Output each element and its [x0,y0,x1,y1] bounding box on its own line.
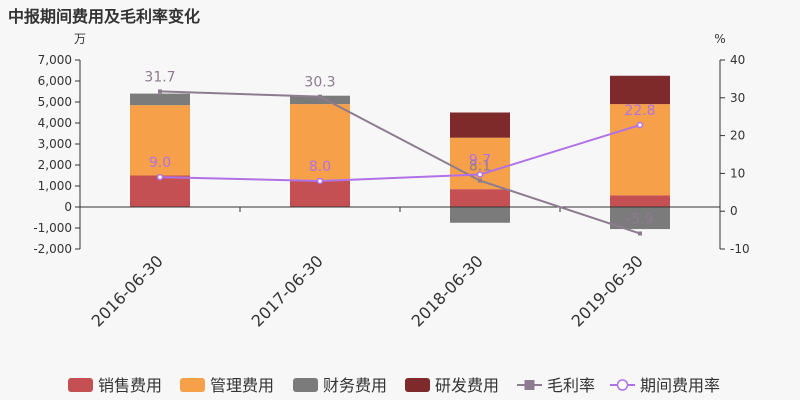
left-axis-tick-label: 6,000 [38,74,72,88]
legend-label: 毛利率 [547,376,595,395]
right-axis-tick-label: -10 [730,242,750,256]
chart-title: 中报期间费用及毛利率变化 [8,7,201,26]
right-axis-tick-label: 10 [730,166,745,180]
left-axis-tick-label: 2,000 [38,158,72,172]
bar-segment [130,93,190,106]
line-series [159,90,641,235]
left-axis-tick-label: 0 [64,200,72,214]
legend-item: 期间费用率 [610,376,720,395]
left-axis-tick-label: -1,000 [33,221,72,235]
bar-segment [450,189,510,207]
left-axis-unit: 万 [74,32,86,46]
right-axis-tick-label: 30 [730,91,745,105]
bar-segment [610,75,670,105]
bar-segment [290,104,350,181]
legend-label: 管理费用 [210,376,274,395]
legend-item: 毛利率 [517,376,595,395]
line-point [478,178,482,183]
legend-label: 期间费用率 [640,376,720,395]
line-series [159,124,641,182]
data-label: 8.0 [309,159,331,175]
data-label: 30.3 [304,75,335,91]
legend-item: 财务费用 [293,376,387,395]
legend-swatch [293,378,318,392]
data-label: -5.9 [626,212,653,228]
legend-marker [524,380,535,390]
line-point [636,121,644,129]
legend-swatch [180,378,205,392]
left-axis-tick-label: 7,000 [38,53,72,67]
legend-marker [616,379,629,391]
legend-swatch [68,378,93,392]
bar-segment [450,112,510,138]
bar-segment [130,105,190,176]
x-axis-category-label: 2018-06-30 [408,251,487,330]
data-label: 9.7 [469,153,491,169]
left-axis-tick-label: -2,000 [33,242,72,256]
x-axis-category-label: 2019-06-30 [568,251,647,330]
x-axis-category-label: 2017-06-30 [248,251,327,330]
left-axis-tick-label: 5,000 [38,95,72,109]
line-point [476,171,484,178]
bar-segment [130,175,190,207]
data-label: 9.0 [149,155,171,171]
x-axis-category-label: 2016-06-30 [88,251,167,330]
legend-label: 财务费用 [323,376,387,395]
right-axis-tick-label: 0 [730,204,738,218]
line-point [638,231,642,236]
left-axis-tick-label: 1,000 [38,179,72,193]
bar-segment [610,104,670,196]
line-point [318,94,322,99]
line-point [158,89,162,94]
data-label: 31.7 [144,69,175,85]
legend-item: 管理费用 [180,376,274,395]
left-axis-tick-label: 3,000 [38,137,72,151]
legend-item: 销售费用 [68,376,162,395]
data-label: 8.1 [469,159,491,175]
data-label: 22.8 [624,103,655,119]
line-point [316,177,324,185]
legend-label: 销售费用 [98,376,162,395]
legend-swatch [405,378,430,392]
right-axis-tick-label: 40 [730,53,745,67]
right-axis-unit: % [714,32,725,46]
right-axis-tick-label: 20 [730,129,745,143]
left-axis-tick-label: 4,000 [38,116,72,130]
bar-segment [450,207,510,223]
bar-segment [610,195,670,207]
bar-segment [610,207,670,230]
bar-segment [290,95,350,105]
legend-item: 研发费用 [405,376,499,395]
line-point [156,173,164,181]
bar-segment [290,180,350,207]
legend-label: 研发费用 [435,376,499,395]
